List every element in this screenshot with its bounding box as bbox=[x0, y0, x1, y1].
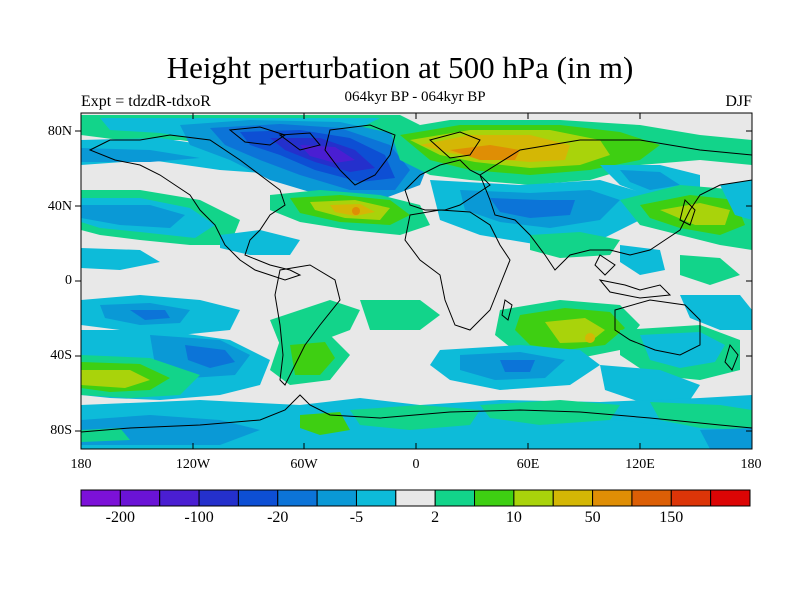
colorbar-swatch bbox=[552, 489, 594, 507]
lon-label-180e: 180 bbox=[740, 457, 762, 472]
colorbar-swatch bbox=[80, 489, 121, 507]
colorbar-swatch bbox=[237, 489, 279, 507]
colorbar-swatch bbox=[513, 489, 554, 507]
colorbar-swatch bbox=[474, 489, 515, 507]
colorbar-label: -5 bbox=[349, 509, 364, 526]
colorbar-swatch bbox=[159, 489, 200, 507]
lat-label-0: 0 bbox=[65, 273, 72, 288]
colorbar-swatch bbox=[592, 489, 633, 507]
lon-label-60w: 60W bbox=[290, 457, 318, 472]
colorbar-swatch bbox=[119, 489, 161, 507]
colorbar bbox=[80, 489, 751, 507]
lat-label-80n: 80N bbox=[47, 124, 72, 139]
experiment-label: Expt = tdzdR-tdxoR bbox=[81, 93, 211, 110]
colorbar-swatch bbox=[395, 489, 436, 507]
colorbar-label: 150 bbox=[659, 509, 684, 526]
colorbar-label: 2 bbox=[431, 509, 440, 526]
colorbar-swatch bbox=[355, 489, 397, 507]
colorbar-label: -100 bbox=[184, 509, 214, 526]
lon-label-0: 0 bbox=[412, 457, 420, 472]
colorbar-swatch bbox=[710, 489, 751, 507]
coastlines bbox=[81, 124, 752, 433]
colorbar-label: 50 bbox=[584, 509, 601, 526]
colorbar-swatch bbox=[316, 489, 357, 507]
axis-ticks bbox=[75, 113, 752, 449]
lon-label-180w: 180 bbox=[70, 457, 92, 472]
lon-label-120e: 120E bbox=[625, 457, 655, 472]
lat-label-80s: 80S bbox=[50, 423, 72, 438]
map-subtitle: 064kyr BP - 064kyr BP bbox=[344, 89, 486, 105]
season-label: DJF bbox=[725, 93, 752, 110]
colorbar-swatch bbox=[277, 489, 318, 507]
contour-field bbox=[81, 113, 752, 449]
lon-label-120w: 120W bbox=[175, 457, 211, 472]
lat-label-40n: 40N bbox=[47, 199, 72, 214]
colorbar-swatch bbox=[434, 489, 476, 507]
colorbar-swatch bbox=[631, 489, 672, 507]
colorbar-label: 10 bbox=[505, 509, 522, 526]
map-title: Height perturbation at 500 hPa (in m) bbox=[166, 50, 634, 85]
colorbar-label: -20 bbox=[267, 509, 289, 526]
lon-label-60e: 60E bbox=[516, 457, 540, 472]
colorbar-label: -200 bbox=[105, 509, 135, 526]
colorbar-swatch bbox=[198, 489, 239, 507]
colorbar-swatch bbox=[670, 489, 712, 507]
lat-label-40s: 40S bbox=[50, 348, 72, 363]
